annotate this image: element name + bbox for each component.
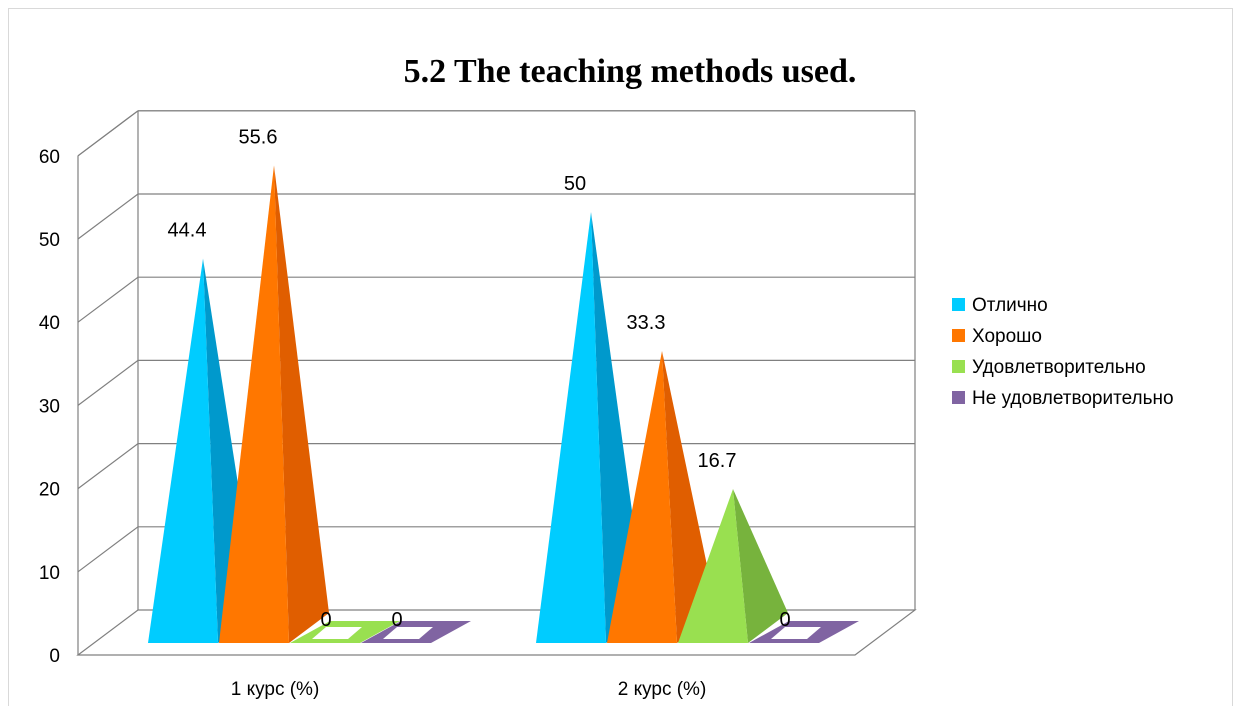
legend-swatch (952, 391, 965, 404)
y-tick-label: 10 (39, 563, 60, 584)
y-tick-label: 0 (49, 646, 60, 667)
y-tick-label: 50 (39, 230, 60, 251)
data-labels: 44.4 55.6 0 0 50 33.3 16.7 0 (168, 126, 791, 631)
gridline-side (77, 359, 139, 406)
pyramid-front-face (536, 212, 606, 643)
floor (76, 609, 917, 656)
pyramid-side-face (274, 165, 329, 643)
data-label: 0 (779, 609, 790, 631)
pyramid-front-face (607, 350, 677, 643)
chart-title: 5.2 The teaching methods used. (404, 53, 857, 90)
pyramid-flat-inner (771, 627, 821, 639)
pyramid-side-face (733, 489, 788, 643)
y-tick-label: 40 (39, 313, 60, 334)
pyramid-flat-inner (312, 627, 362, 639)
legend-swatch (952, 360, 965, 373)
legend-entry: Не удовлетворительно (972, 388, 1174, 409)
legend-swatch (952, 298, 965, 311)
legend-entry: Отлично (972, 295, 1048, 316)
pyramid-bar (361, 621, 471, 643)
pyramid-side-face (662, 350, 717, 643)
data-label: 0 (320, 609, 331, 631)
x-tick-label: 2 курс (%) (618, 679, 707, 700)
data-label: 16.7 (698, 450, 737, 472)
data-label: 44.4 (168, 220, 207, 242)
gridline-side (77, 276, 139, 323)
pyramid-bar (678, 489, 788, 643)
legend-swatch (952, 329, 965, 342)
gridline-side (77, 443, 139, 490)
gridline-side (77, 526, 139, 573)
y-tick-label: 30 (39, 396, 60, 417)
gridline-side (77, 110, 139, 157)
legend-entry: Удовлетворительно (972, 357, 1146, 378)
pyramid-front-face (678, 489, 748, 643)
data-label: 33.3 (627, 312, 666, 334)
x-tick-label: 1 курс (%) (231, 679, 320, 700)
pyramid-front-face (148, 258, 218, 643)
data-label: 50 (564, 173, 586, 195)
gridline-side (77, 193, 139, 240)
pyramid-bar (290, 621, 400, 643)
pyramid-bar (219, 165, 329, 643)
y-axis-ticks: 0 10 20 30 40 50 60 (39, 147, 60, 667)
data-label: 0 (391, 609, 402, 631)
pyramid-bar (749, 621, 859, 643)
pyramid-front-face (219, 165, 289, 643)
pyramid-flat-inner (383, 627, 433, 639)
y-tick-label: 20 (39, 480, 60, 501)
legend-entry: Хорошо (972, 326, 1042, 347)
pyramid-bar (607, 350, 717, 643)
chart-frame (8, 8, 1233, 706)
y-tick-label: 60 (39, 147, 60, 168)
data-label: 55.6 (239, 126, 278, 148)
x-axis-ticks: 1 курс (%) 2 курс (%) (231, 679, 707, 700)
pyramid-marks (148, 165, 859, 643)
legend: Отлично Хорошо Удовлетворительно Не удовлет… (952, 295, 1174, 409)
